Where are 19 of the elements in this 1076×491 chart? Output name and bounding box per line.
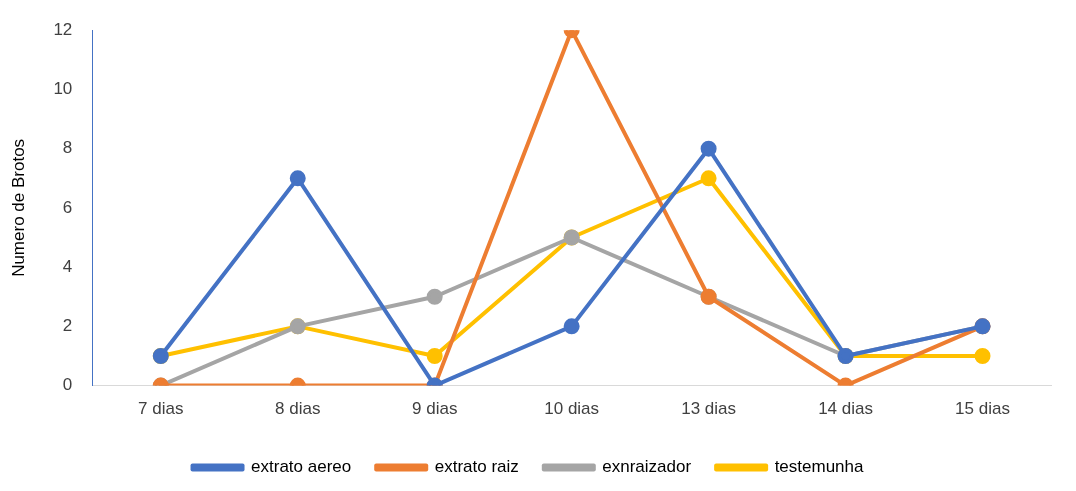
y-tick-label: 10: [53, 79, 73, 99]
x-tick-label: 9 dias: [412, 399, 458, 419]
y-axis-title: Numero de Brotos: [8, 138, 28, 277]
x-tick-label: 8 dias: [275, 399, 321, 419]
x-tick-label: 14 dias: [818, 399, 873, 419]
legend-label: exnraizador: [602, 457, 692, 477]
y-tick-label: 6: [62, 197, 73, 217]
y-tick-label: 8: [62, 138, 73, 158]
x-tick-label: 7 dias: [138, 399, 184, 419]
x-tick-label: 13 dias: [681, 399, 737, 419]
legend-label: extrato aereo: [251, 457, 352, 477]
y-tick-label: 0: [62, 375, 73, 395]
y-tick-label: 4: [62, 256, 73, 276]
legend-label: testemunha: [774, 457, 865, 477]
x-tick-label: 15 dias: [955, 399, 1010, 419]
y-tick-label: 2: [62, 316, 73, 336]
x-tick-label: 10 dias: [544, 399, 600, 419]
legend-label: extrato raiz: [434, 457, 519, 477]
y-tick-label: 12: [53, 19, 73, 39]
